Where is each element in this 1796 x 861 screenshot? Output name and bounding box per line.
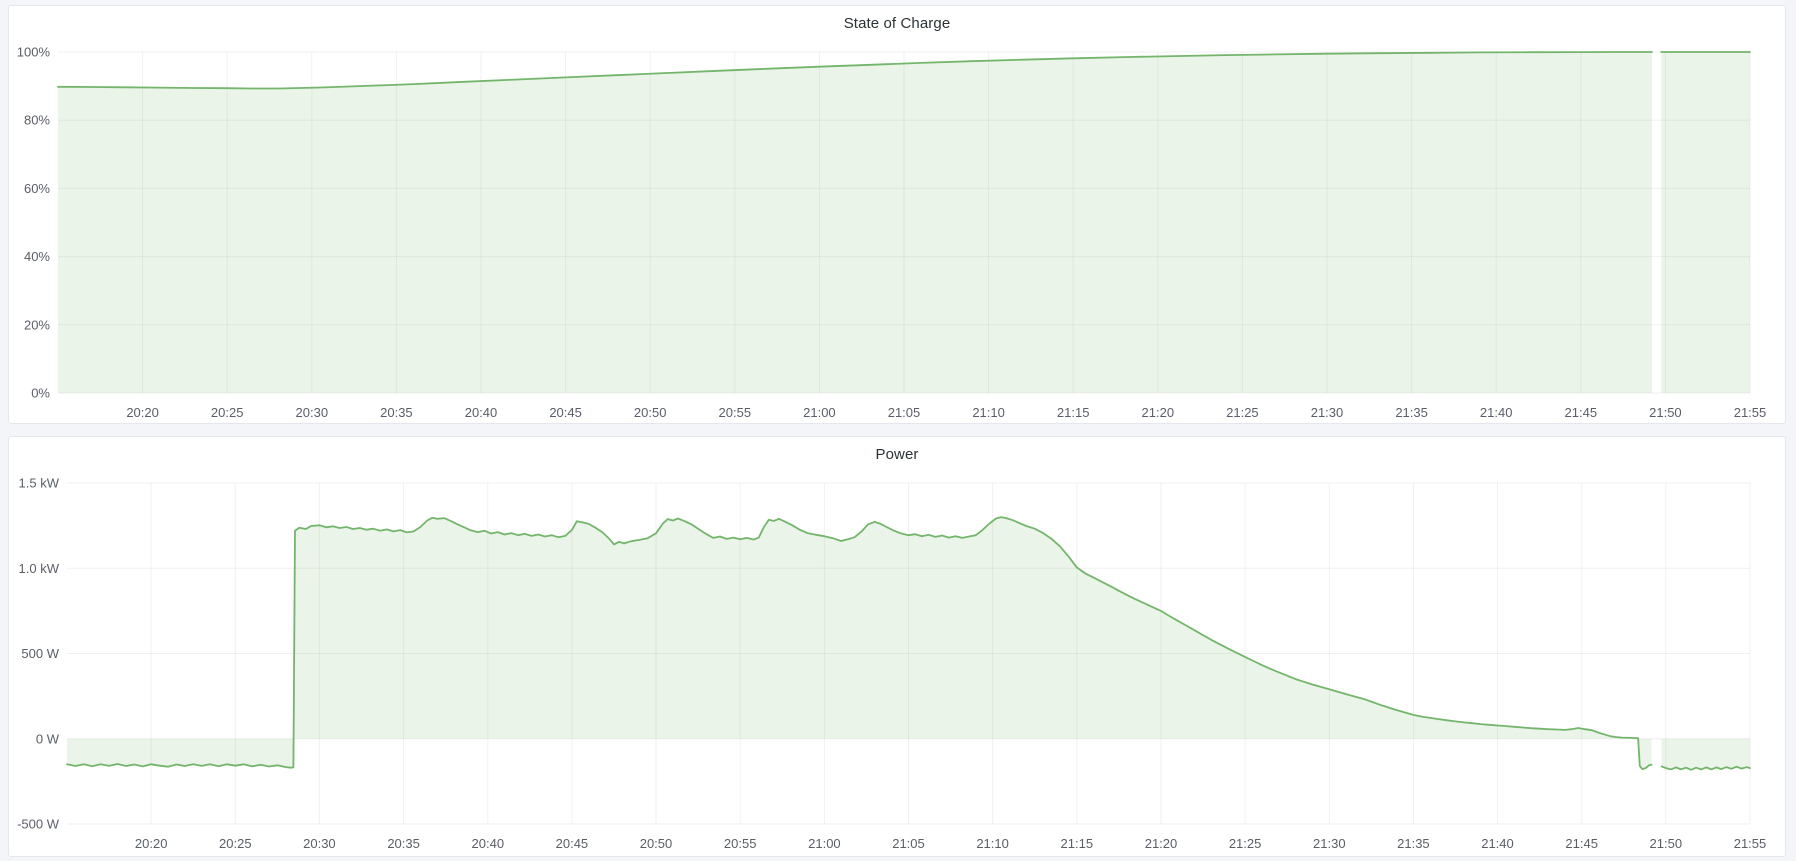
x-tick-label: 21:55 bbox=[1734, 836, 1767, 851]
x-tick-label: 21:05 bbox=[892, 836, 925, 851]
y-tick-label: -500 W bbox=[17, 817, 60, 832]
x-tick-label: 21:35 bbox=[1395, 405, 1428, 420]
x-tick-label: 21:50 bbox=[1649, 405, 1682, 420]
x-tick-label: 21:30 bbox=[1313, 836, 1346, 851]
x-tick-label: 20:30 bbox=[296, 405, 329, 420]
x-tick-label: 20:50 bbox=[640, 836, 673, 851]
y-tick-label: 1.5 kW bbox=[19, 476, 60, 491]
series-area-fill bbox=[67, 517, 1652, 770]
x-tick-label: 21:25 bbox=[1226, 405, 1259, 420]
y-tick-label: 40% bbox=[24, 249, 50, 264]
state-of-charge-panel: State of Charge 20:20 20:25 20:30 20:35 20:4… bbox=[8, 5, 1786, 424]
x-tick-label: 20:45 bbox=[556, 836, 589, 851]
x-tick-label: 21:35 bbox=[1397, 836, 1430, 851]
x-tick-label: 20:35 bbox=[380, 405, 413, 420]
x-tick-label: 21:15 bbox=[1057, 405, 1090, 420]
x-tick-label: 20:55 bbox=[719, 405, 752, 420]
series-area-fill bbox=[1661, 52, 1750, 393]
x-tick-label: 21:00 bbox=[803, 405, 836, 420]
y-tick-label: 20% bbox=[24, 317, 50, 332]
x-tick-label: 20:25 bbox=[211, 405, 244, 420]
x-tick-label: 21:55 bbox=[1734, 405, 1767, 420]
x-tick-label: 21:00 bbox=[808, 836, 841, 851]
y-tick-label: 60% bbox=[24, 181, 50, 196]
x-tick-label: 20:20 bbox=[126, 405, 159, 420]
series-area-fill bbox=[1661, 738, 1750, 770]
x-tick-label: 20:30 bbox=[303, 836, 336, 851]
series-area-fill bbox=[58, 52, 1652, 393]
power-panel: Power 20:20 20:25 20:30 20:35 20:40 20:45 20:5… bbox=[8, 436, 1786, 857]
x-tick-label: 21:30 bbox=[1311, 405, 1344, 420]
y-tick-label: 1.0 kW bbox=[19, 561, 60, 576]
power-panel-title[interactable]: Power bbox=[875, 445, 919, 463]
x-tick-label: 21:20 bbox=[1142, 405, 1175, 420]
y-tick-label: 0 W bbox=[36, 731, 60, 746]
state-of-charge-panel-title[interactable]: State of Charge bbox=[843, 14, 951, 32]
x-tick-label: 21:40 bbox=[1480, 405, 1513, 420]
x-tick-label: 21:15 bbox=[1061, 836, 1094, 851]
x-tick-label: 21:45 bbox=[1565, 836, 1598, 851]
x-tick-label: 21:25 bbox=[1229, 836, 1262, 851]
x-tick-label: 21:20 bbox=[1145, 836, 1178, 851]
series-line bbox=[1660, 765, 1751, 771]
x-tick-label: 20:55 bbox=[724, 836, 757, 851]
state-of-charge-chart-canvas[interactable]: 20:20 20:25 20:30 20:35 20:40 20:45 20:50 20:55… bbox=[9, 40, 1785, 425]
x-tick-label: 20:45 bbox=[549, 405, 582, 420]
y-tick-label: 80% bbox=[24, 113, 50, 128]
x-tick-label: 21:45 bbox=[1565, 405, 1598, 420]
series-line bbox=[66, 516, 1653, 770]
x-tick-label: 21:05 bbox=[888, 405, 921, 420]
power-chart-canvas[interactable]: 20:20 20:25 20:30 20:35 20:40 20:45 20:50 20:55… bbox=[9, 471, 1785, 858]
x-tick-label: 20:20 bbox=[135, 836, 168, 851]
y-tick-label: 500 W bbox=[21, 646, 59, 661]
x-tick-label: 21:50 bbox=[1650, 836, 1683, 851]
y-tick-label: 0% bbox=[31, 386, 50, 401]
x-tick-label: 21:40 bbox=[1481, 836, 1514, 851]
x-tick-label: 21:10 bbox=[976, 836, 1009, 851]
x-tick-label: 20:40 bbox=[472, 836, 505, 851]
x-tick-label: 21:10 bbox=[972, 405, 1005, 420]
x-tick-label: 20:40 bbox=[465, 405, 498, 420]
x-tick-label: 20:50 bbox=[634, 405, 667, 420]
x-tick-label: 20:35 bbox=[387, 836, 420, 851]
y-tick-label: 100% bbox=[17, 45, 51, 60]
x-tick-label: 20:25 bbox=[219, 836, 252, 851]
series-line bbox=[57, 51, 1653, 90]
